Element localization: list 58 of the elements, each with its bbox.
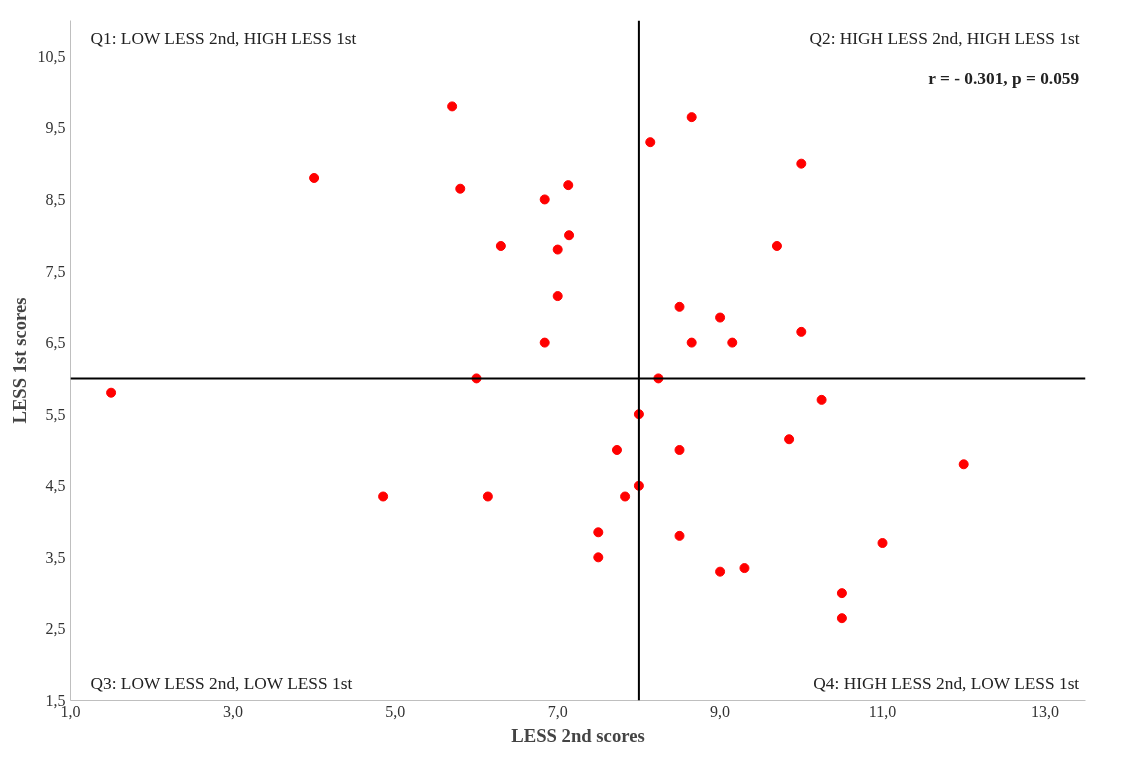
point [593,527,604,538]
x-tick-label: 9,0 [710,702,731,720]
point [309,172,320,183]
point [739,563,750,574]
y-tick-label: 10,5 [37,47,66,65]
point [539,337,550,348]
point [686,337,697,348]
point [495,240,506,251]
point [816,394,827,405]
x-tick-label: 5,0 [385,702,406,720]
annotation: Q1: LOW LESS 2nd, HIGH LESS 1st [90,28,357,48]
y-tick-label: 9,5 [45,119,66,137]
point [771,240,782,251]
point [552,244,563,255]
annotation: r = - 0.301, p = 0.059 [928,68,1080,88]
point [958,459,969,470]
y-tick-label: 5,5 [45,405,66,423]
point [877,538,888,549]
point [645,137,656,148]
y-tick-label: 2,5 [45,620,66,638]
point [686,112,697,123]
point [563,180,574,191]
point [447,101,458,112]
point [564,230,575,241]
point [593,552,604,563]
point [620,491,631,502]
point [552,291,563,302]
point [836,588,847,599]
y-tick-label: 8,5 [45,190,66,208]
x-tick-label: 3,0 [222,702,243,720]
point [836,613,847,624]
point [611,444,622,455]
y-tick-label: 4,5 [45,477,66,495]
point [674,530,685,541]
point [796,326,807,337]
x-tick-label: 7,0 [547,702,568,720]
y-axis-title: LESS 1st scores [8,297,30,424]
point [539,194,550,205]
annotation: Q4: HIGH LESS 2nd, LOW LESS 1st [813,673,1080,693]
y-tick-label: 3,5 [45,548,66,566]
point [796,158,807,169]
y-tick-label: 7,5 [45,262,66,280]
point [378,491,389,502]
y-tick-label: 6,5 [45,334,66,352]
point [455,183,466,194]
annotation: Q2: HIGH LESS 2nd, HIGH LESS 1st [809,28,1080,48]
point [715,566,726,577]
x-axis-title: LESS 2nd scores [511,724,645,746]
point [727,337,738,348]
x-tick-label: 11,0 [868,702,897,720]
point [715,312,726,323]
point [784,434,795,445]
annotation: Q3: LOW LESS 2nd, LOW LESS 1st [90,673,353,693]
point [482,491,493,502]
point [674,444,685,455]
point [674,301,685,312]
x-tick-label: 13,0 [1030,702,1059,720]
point [106,387,117,398]
